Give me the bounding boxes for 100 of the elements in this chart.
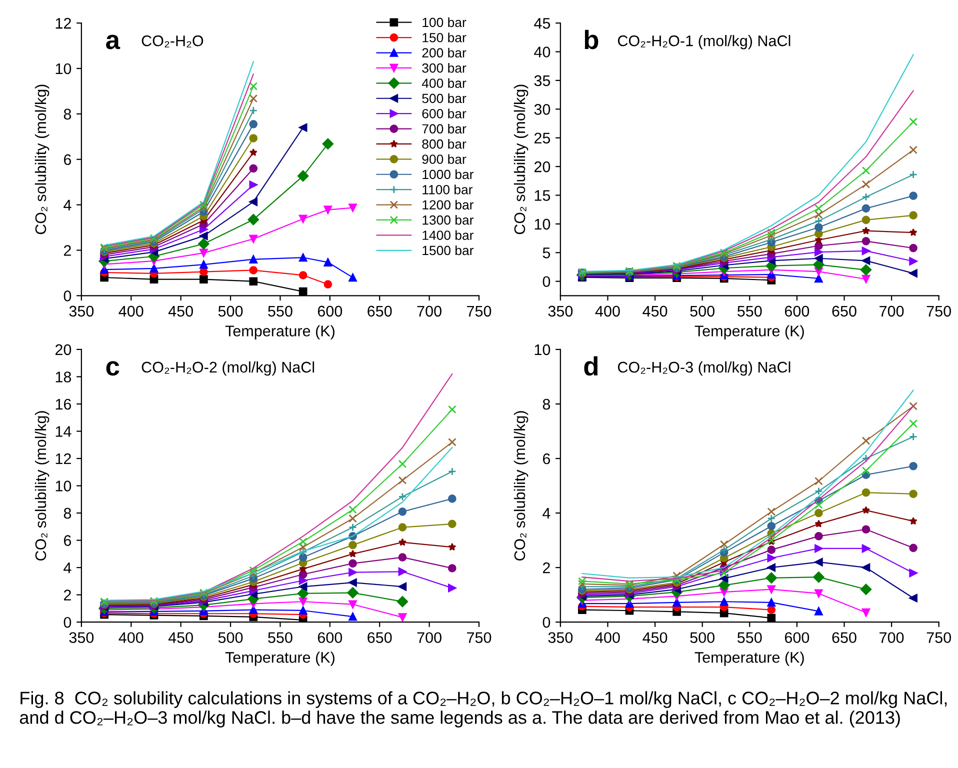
y-tick-label: 0 xyxy=(542,616,550,628)
x-axis-title: Temperature (K) xyxy=(694,652,804,666)
x-tick-label: 450 xyxy=(642,632,668,644)
x-tick-label: 550 xyxy=(268,632,292,644)
y-tick-label: 6 xyxy=(64,154,72,166)
legend-label: 500 bar xyxy=(422,93,466,104)
x-tick-label: 550 xyxy=(268,306,292,317)
text: CO₂-H₂O xyxy=(142,35,204,48)
y-tick-label: 14 xyxy=(56,426,72,437)
legend-label: 800 bar xyxy=(422,139,466,149)
legend-label: 200 bar xyxy=(422,48,466,58)
y-axis-title: CO₂ solubility (mol/kg) xyxy=(34,411,50,561)
x-tick-label: 450 xyxy=(168,632,193,644)
y-tick-label: 4 xyxy=(64,562,72,574)
y-tick-label: 16 xyxy=(56,398,72,410)
x-axis-title: Temperature (K) xyxy=(694,325,804,340)
y-tick-label: 45 xyxy=(534,18,550,29)
y-tick-label: 12 xyxy=(56,453,71,464)
x-tick-label: 550 xyxy=(738,632,762,644)
x-tick-label: 650 xyxy=(832,632,856,644)
y-tick-label: 0 xyxy=(542,276,550,288)
x-tick-label: 400 xyxy=(595,632,620,644)
chart-title: b xyxy=(584,30,598,50)
x-tick-label: 600 xyxy=(318,632,342,644)
x-tick-label: 750 xyxy=(467,632,492,644)
legend-label: 1100 bar xyxy=(422,184,473,194)
x-tick-label: 400 xyxy=(118,632,144,644)
x-tick-label: 750 xyxy=(926,306,951,317)
y-tick-label: 8 xyxy=(64,508,72,519)
y-tick-label: 6 xyxy=(542,453,550,464)
text: CO₂-H₂O-3 (mol/kg) NaCl xyxy=(618,361,790,376)
y-tick-label: 20 xyxy=(55,344,72,356)
y-tick-label: 8 xyxy=(542,398,550,410)
x-tick-label: 600 xyxy=(318,306,342,317)
x-tick-label: 600 xyxy=(784,632,810,644)
y-tick-label: 0 xyxy=(64,290,72,302)
y-tick-label: 25 xyxy=(534,132,550,144)
y-tick-label: 6 xyxy=(64,535,72,546)
legend-label: 300 bar xyxy=(422,63,466,73)
x-tick-label: 500 xyxy=(218,632,243,644)
x-tick-label: 750 xyxy=(467,306,492,317)
y-tick-label: 2 xyxy=(542,562,550,574)
y-tick-label: 12 xyxy=(56,18,71,29)
legend-label: 400 bar xyxy=(422,78,466,88)
x-tick-label: 400 xyxy=(118,306,144,317)
y-tick-label: 10 xyxy=(56,63,72,74)
y-axis-title: CO₂ solubility (mol/kg) xyxy=(514,84,528,234)
legend-label: 1400 bar xyxy=(422,230,474,240)
x-tick-label: 650 xyxy=(832,306,856,317)
x-tick-label: 700 xyxy=(880,306,904,317)
y-tick-label: 10 xyxy=(534,218,550,230)
y-tick-label: 10 xyxy=(534,344,550,356)
y-tick-label: 4 xyxy=(542,508,550,519)
legend-label: 1300 bar xyxy=(422,215,474,225)
chart-title: d xyxy=(584,356,598,376)
y-tick-label: 10 xyxy=(56,480,72,492)
x-tick-label: 400 xyxy=(595,306,620,317)
y-axis-title: CO₂ solubility (mol/kg) xyxy=(34,84,50,234)
x-tick-label: 700 xyxy=(880,632,904,644)
legend-label: 150 bar xyxy=(422,32,466,42)
y-tick-label: 35 xyxy=(534,75,550,86)
y-tick-label: 5 xyxy=(542,248,550,258)
y-tick-label: 2 xyxy=(64,590,71,600)
caption: Fig. 8 CO₂ solubility calculations in systems of a CO₂–H₂O, b CO₂–H₂O–1 mol/kg NaCl, c CO₂–H₂O–2 mol/kg NaCl, and d CO₂–H₂O–3 mol/kg NaCl. b–d have the same legends as a. The data are derived from Mao et al. (2013) xyxy=(20,691,947,728)
x-tick-label: 350 xyxy=(548,632,573,644)
chart-title: c xyxy=(106,361,120,376)
chart-title: a xyxy=(106,34,120,50)
x-tick-label: 650 xyxy=(368,632,392,644)
y-tick-label: 15 xyxy=(534,190,550,201)
x-tick-label: 500 xyxy=(690,632,714,644)
y-tick-label: 18 xyxy=(56,372,72,382)
x-tick-label: 350 xyxy=(548,306,573,317)
legend-label: 700 bar xyxy=(422,124,466,134)
y-tick-label: 8 xyxy=(64,108,72,120)
x-tick-label: 600 xyxy=(784,306,810,317)
x-tick-label: 500 xyxy=(218,306,243,317)
y-tick-label: 4 xyxy=(64,200,72,210)
x-tick-label: 350 xyxy=(69,306,94,317)
x-tick-label: 350 xyxy=(69,632,94,644)
x-tick-label: 700 xyxy=(417,306,442,317)
y-tick-label: 30 xyxy=(534,104,550,115)
legend-label: 600 bar xyxy=(422,108,466,118)
x-axis-title: Temperature (K) xyxy=(225,652,334,666)
legend-label: 100 bar xyxy=(422,17,466,28)
legend-label: 1000 bar xyxy=(422,169,474,180)
x-tick-label: 550 xyxy=(738,306,762,317)
x-axis-title: Temperature (K) xyxy=(225,325,334,340)
text: CO₂-H₂O-1 (mol/kg) NaCl xyxy=(618,35,790,50)
y-tick-label: 40 xyxy=(534,46,550,58)
x-tick-label: 450 xyxy=(168,306,193,317)
x-tick-label: 500 xyxy=(690,306,714,317)
y-axis-title: CO₂ solubility (mol/kg) xyxy=(514,411,528,561)
legend-label: 900 bar xyxy=(422,154,466,164)
y-tick-label: 2 xyxy=(64,245,71,256)
x-tick-label: 650 xyxy=(368,306,392,317)
legend-label: 1200 bar xyxy=(422,200,474,210)
x-tick-label: 750 xyxy=(926,632,951,644)
x-tick-label: 450 xyxy=(642,306,668,317)
text: CO₂-H₂O-2 (mol/kg) NaCl xyxy=(142,361,314,376)
legend-label: 1500 bar xyxy=(422,245,474,256)
